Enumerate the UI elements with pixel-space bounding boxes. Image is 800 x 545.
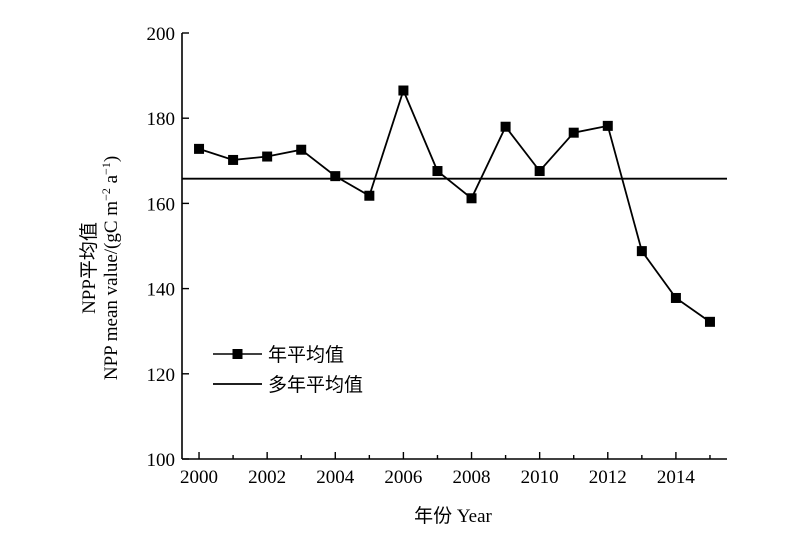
y-tick-label-100: 100 xyxy=(147,450,176,471)
data-point-2007 xyxy=(432,166,443,177)
data-point-2006 xyxy=(398,85,409,96)
axes: 100 120 140 160 180 200 2000 2002 2004 2006 2008 20… xyxy=(147,24,727,488)
annual-mean-line xyxy=(198,87,711,323)
data-point-2003 xyxy=(296,144,307,155)
data-point-2009 xyxy=(500,121,511,132)
data-point-2012 xyxy=(602,120,613,131)
x-tick-label-2010: 2010 xyxy=(521,467,559,488)
legend-label-multiyear: 多年平均值 xyxy=(268,374,363,396)
data-point-2002 xyxy=(262,151,273,162)
y-tick-label-120: 120 xyxy=(147,365,176,386)
y-tick-label-140: 140 xyxy=(147,280,176,301)
y-tick-label-180: 180 xyxy=(147,109,176,130)
x-tick-label-2004: 2004 xyxy=(316,467,355,488)
data-point-2001 xyxy=(228,154,239,165)
data-point-2000 xyxy=(194,143,205,154)
axis-titles: 年份 Year NPP平均值 NPP mean value/(gC m−2 a−… xyxy=(78,156,493,527)
plot-marks xyxy=(182,85,727,327)
x-tick-label-2002: 2002 xyxy=(248,467,286,488)
x-tick-label-2006: 2006 xyxy=(384,467,422,488)
legend-marker-annual xyxy=(232,349,243,359)
data-point-2015 xyxy=(704,316,715,327)
y-tick-label-200: 200 xyxy=(147,24,176,45)
data-point-2010 xyxy=(534,166,545,177)
data-point-2011 xyxy=(568,127,579,138)
y-axis-title-line2: NPP mean value/(gC m−2 a−1) xyxy=(99,156,122,380)
x-tick-label-2012: 2012 xyxy=(589,467,627,488)
x-tick-label-2000: 2000 xyxy=(180,467,218,488)
data-point-2013 xyxy=(636,246,647,257)
x-axis-title: 年份 Year xyxy=(414,505,492,527)
y-axis-title-line1: NPP平均值 xyxy=(78,222,100,314)
data-point-2004 xyxy=(330,171,341,182)
y-tick-label-160: 160 xyxy=(147,194,176,215)
data-point-2014 xyxy=(670,292,681,303)
x-tick-label-2014: 2014 xyxy=(657,467,696,488)
data-point-2005 xyxy=(364,190,375,201)
legend-label-annual: 年平均值 xyxy=(268,344,344,366)
x-tick-label-2008: 2008 xyxy=(453,467,491,488)
data-point-2008 xyxy=(466,193,477,204)
